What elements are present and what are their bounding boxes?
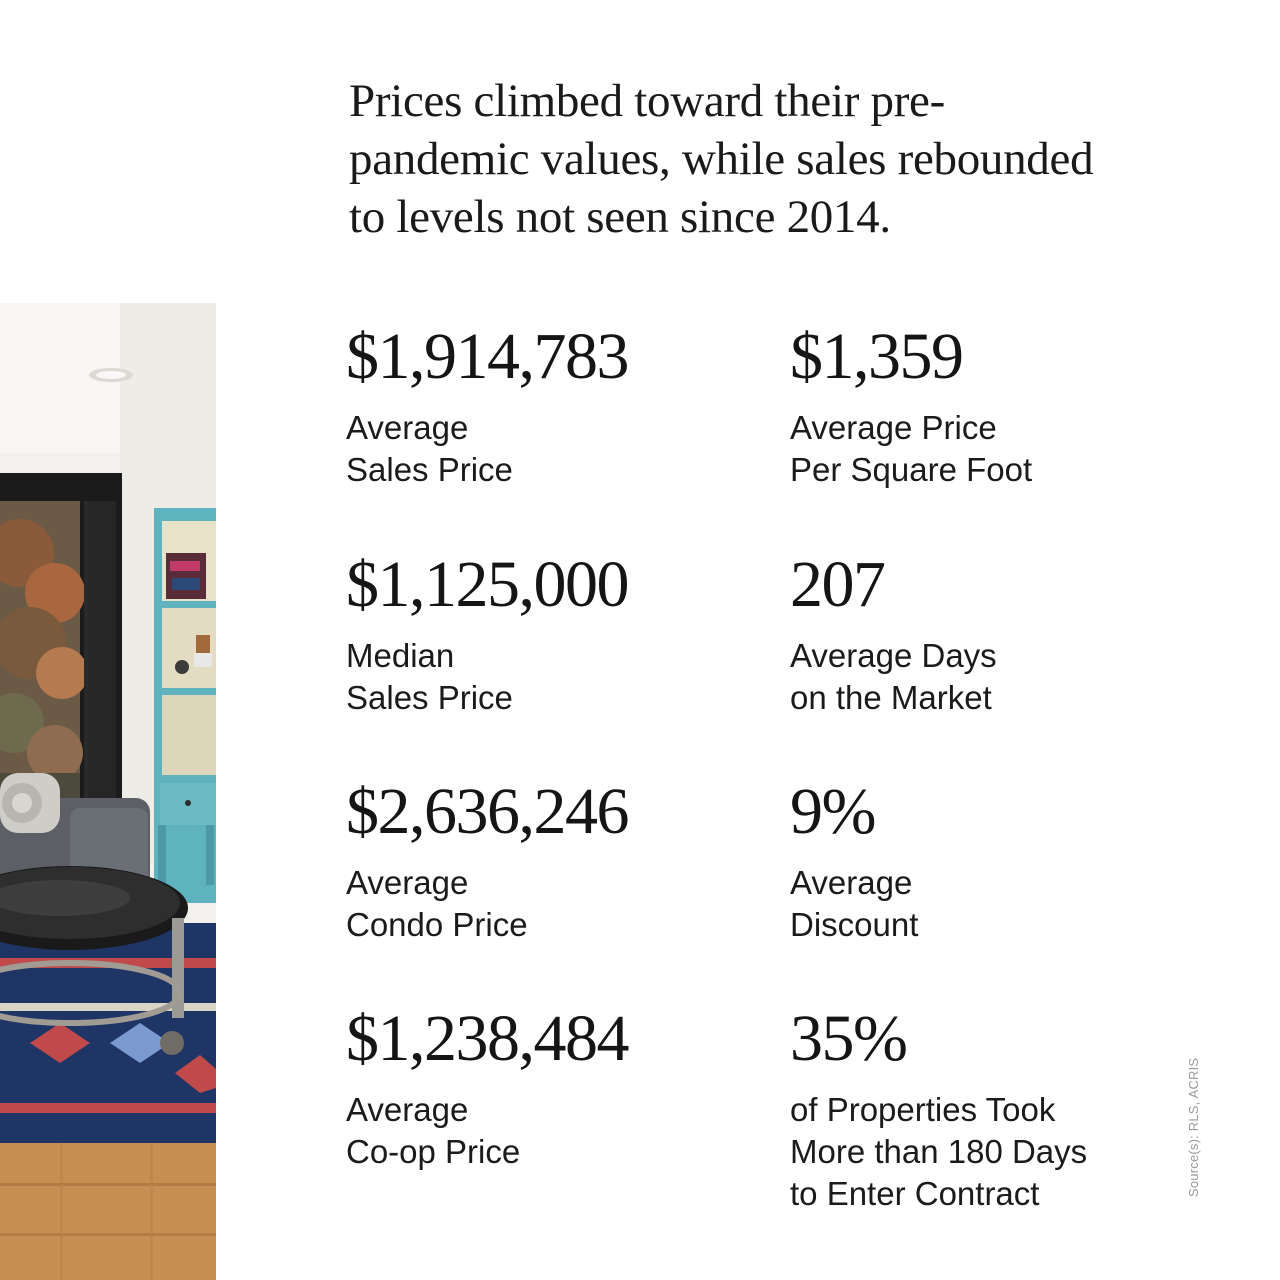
stat-value: $2,636,246 [346, 775, 630, 848]
stat-average-discount: 9% Average Discount [790, 779, 918, 946]
stat-value: 9% [790, 775, 876, 848]
stat-label-line: Average [346, 409, 469, 446]
stat-value: $1,125,000 [346, 548, 630, 621]
stat-label: Median Sales Price [346, 635, 628, 719]
stat-average-coop-price: $1,238,484 Average Co-op Price [346, 1002, 630, 1173]
stat-average-sales-price: $1,914,783 Average Sales Price [346, 320, 630, 491]
stat-value: $1,914,783 [346, 320, 630, 393]
stat-label-line: More than 180 Days [790, 1133, 1088, 1170]
stat-label: of Properties Took More than 180 Days to… [790, 1089, 1087, 1215]
stat-days-on-market: 207 Average Days on the Market [790, 552, 997, 719]
headline: Prices climbed toward their pre- pandemi… [349, 72, 1229, 246]
stat-label-line: Condo Price [346, 906, 528, 943]
stat-label-line: Average [790, 864, 913, 901]
stat-average-condo-price: $2,636,246 Average Condo Price [346, 775, 630, 946]
stat-properties-over-180-days: 35% of Properties Took More than 180 Day… [790, 1006, 1087, 1215]
stat-label-line: Co-op Price [346, 1133, 521, 1170]
stat-label: Average Price Per Square Foot [790, 407, 1032, 491]
stat-label: Average Days on the Market [790, 635, 997, 719]
living-room-photo [0, 303, 216, 1280]
stat-label-line: Average [346, 864, 469, 901]
stat-label-line: to Enter Contract [790, 1175, 1040, 1212]
source-note: Source(s): RLS, ACRIS [1186, 1057, 1201, 1197]
stat-label-line: Per Square Foot [790, 451, 1033, 488]
stat-value: $1,238,484 [346, 1002, 630, 1075]
stat-label-line: of Properties Took [790, 1091, 1056, 1128]
stat-label-line: Average Price [790, 409, 997, 446]
stat-label: Average Co-op Price [346, 1089, 628, 1173]
stat-label: Average Discount [790, 862, 918, 946]
stat-value: 207 [790, 548, 886, 621]
stat-label: Average Sales Price [346, 407, 628, 491]
headline-line-1: Prices climbed toward their pre- [349, 75, 945, 127]
headline-line-3: to levels not seen since 2014. [349, 191, 891, 243]
stat-price-per-square-foot: $1,359 Average Price Per Square Foot [790, 324, 1032, 491]
stat-label: Average Condo Price [346, 862, 628, 946]
stat-value: $1,359 [790, 320, 964, 393]
stat-label-line: on the Market [790, 679, 992, 716]
stat-median-sales-price: $1,125,000 Median Sales Price [346, 548, 630, 719]
stat-label-line: Average [346, 1091, 469, 1128]
stat-label-line: Average Days [790, 637, 997, 674]
stat-value: 35% [790, 1002, 908, 1075]
stat-label-line: Discount [790, 906, 919, 943]
stat-label-line: Sales Price [346, 451, 513, 488]
stat-label-line: Sales Price [346, 679, 513, 716]
headline-line-2: pandemic values, while sales rebounded [349, 133, 1094, 185]
stat-label-line: Median [346, 637, 455, 674]
